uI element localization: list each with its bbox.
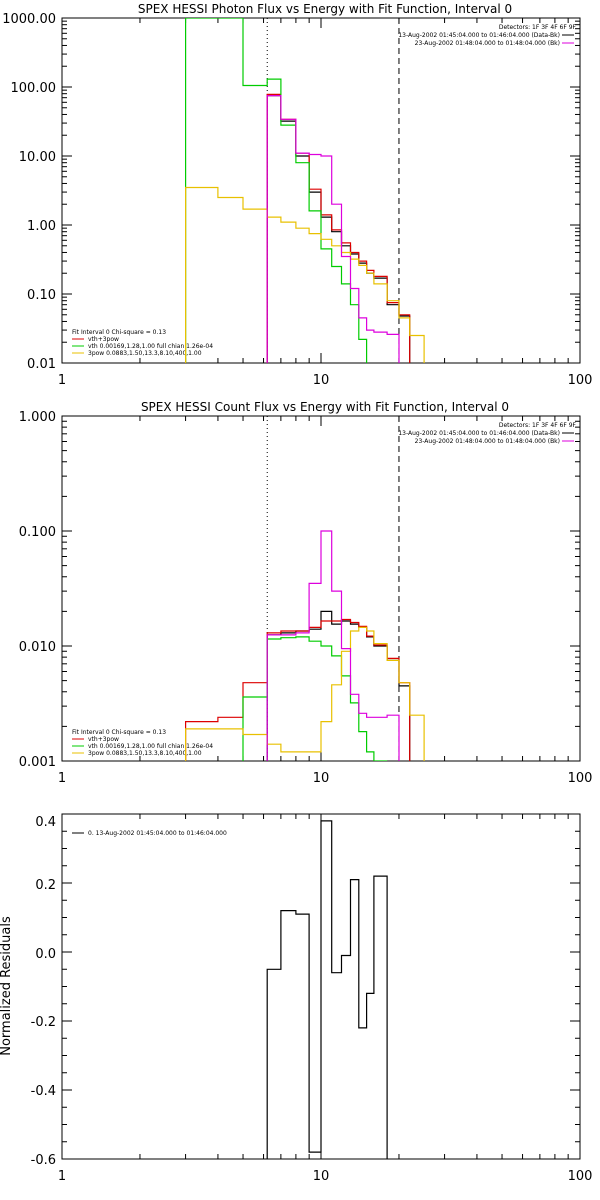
series-3-line [185,186,425,363]
series-4-line [266,95,400,363]
x-tick-label: 100 [568,771,593,786]
y-tick-label: 0.010 [19,640,56,655]
y-tick-label: 10.00 [19,150,56,165]
legend-bk-interval: 23-Aug-2002 01:48:04.000 to 01:48:04.000… [415,40,560,47]
panel-title: SPEX HESSI Count Flux vs Energy with Fit… [141,400,509,414]
series-0-line [266,610,411,761]
y-tick-label: 1.00 [27,219,56,234]
y-tick-label: 100.00 [11,81,57,96]
legend-data-interval: 13-Aug-2002 01:45:04.000 to 01:46:04.000… [398,430,560,437]
series-1-line [266,93,411,363]
y-tick-label: 0.2 [35,878,56,893]
x-axis: 1 10 100 [58,373,593,388]
fit-legend-entry: vth+3pow [88,736,119,743]
fit-legend-title: Fit Interval 0 Chi-square = 0.13 [72,729,166,736]
fit-legend: Fit Interval 0 Chi-square = 0.13 vth+3po… [72,729,213,757]
fit-legend: Fit Interval 0 Chi-square = 0.13 vth+3po… [72,329,213,357]
series-4-line [266,530,400,761]
legend-detectors: Detectors: 1F 3F 4F 6F 9F [499,24,577,31]
y-tick-label: 0.100 [19,525,56,540]
y-axis: 0.001 0.010 0.100 1.000 [19,410,56,770]
x-axis: 1 10 100 [58,771,593,786]
y-tick-label: -0.4 [31,1084,56,1099]
fit-legend-entry: 3pow 0.0883,1.50,13.3,8.10,400,1.00 [88,750,202,757]
x-tick-label: 10 [313,1169,330,1184]
y-tick-label: 0.10 [27,288,56,303]
residual-legend: 0. 13-Aug-2002 01:45:04.000 to 01:46:04.… [72,830,227,837]
series-2-line [242,636,388,761]
photon-flux-panel: SPEX HESSI Photon Flux vs Energy with Fi… [2,2,592,388]
series-0-line [266,820,388,1159]
y-axis: -0.6 -0.4 -0.2 0.0 0.2 0.4 [31,815,56,1168]
x-tick-label: 1 [58,373,66,388]
series-2-line [185,18,375,363]
y-tick-label: -0.2 [31,1015,56,1030]
fit-legend-entry: vth+3pow [88,336,119,343]
x-axis: 1 10 100 [58,1169,593,1184]
y-tick-label: 1.000 [19,410,56,425]
y-axis-title: Normalized Residuals [0,916,14,1056]
fit-legend-entry: vth 0.00169,1.28,1.00 full chian 1.26e-0… [88,743,213,750]
x-tick-label: 10 [313,373,330,388]
fit-legend-title: Fit Interval 0 Chi-square = 0.13 [72,329,166,336]
panel-title: SPEX HESSI Photon Flux vs Energy with Fi… [138,2,512,16]
y-tick-label: -0.6 [31,1153,56,1168]
y-axis: 0.01 0.10 1.00 10.00 100.00 1000.00 [2,12,56,372]
y-tick-label: 1000.00 [2,12,56,27]
plot-area [62,814,580,1159]
x-tick-label: 100 [568,373,593,388]
plot-area [62,18,580,363]
plot-area [62,416,580,761]
y-tick-label: 0.4 [35,815,56,830]
series-1-line [185,618,411,761]
legend-bk-interval: 23-Aug-2002 01:48:04.000 to 01:48:04.000… [415,438,560,445]
plot-frame [61,415,581,762]
x-tick-label: 1 [58,1169,66,1184]
count-flux-panel: SPEX HESSI Count Flux vs Energy with Fit… [19,400,593,786]
legend-data-interval: 13-Aug-2002 01:45:04.000 to 01:46:04.000… [398,32,560,39]
x-tick-label: 1 [58,771,66,786]
residual-legend-entry: 0. 13-Aug-2002 01:45:04.000 to 01:46:04.… [88,830,227,837]
y-tick-label: 0.001 [19,755,56,770]
legend-header: Detectors: 1F 3F 4F 6F 9F 13-Aug-2002 01… [398,422,576,445]
y-tick-label: 0.01 [27,357,56,372]
x-tick-label: 100 [568,1169,593,1184]
fit-legend-entry: vth 0.00169,1.28,1.00 full chian 1.26e-0… [88,343,213,350]
fit-legend-entry: 3pow 0.0883,1.50,13.3,8.10,400,1.00 [88,350,202,357]
series-3-line [185,626,425,761]
x-tick-label: 10 [313,771,330,786]
legend-detectors: Detectors: 1F 3F 4F 6F 9F [499,422,577,429]
legend-header: Detectors: 1F 3F 4F 6F 9F 13-Aug-2002 01… [398,24,576,47]
y-tick-label: 0.0 [35,947,56,962]
residuals-panel: Normalized Residuals 1 10 100 -0.6 -0.4 … [0,813,593,1184]
